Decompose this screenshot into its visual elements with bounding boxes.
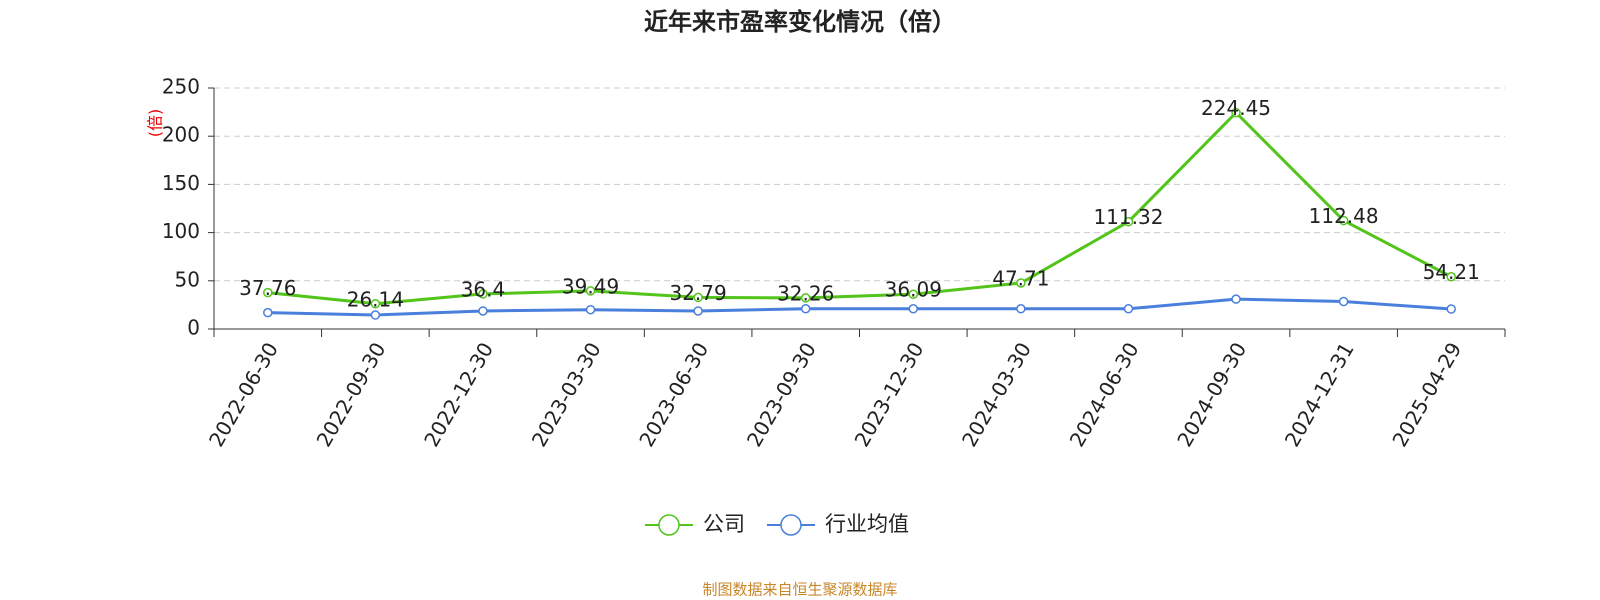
data-point	[370, 299, 381, 309]
series-line	[267, 297, 1452, 317]
legend-label: 公司	[703, 512, 745, 536]
data-point	[1338, 296, 1349, 307]
x-tick-label: 2023-12-30	[849, 338, 928, 451]
legend-marker	[658, 514, 680, 536]
data-point	[1123, 304, 1134, 314]
x-tick-label: 2025-04-29	[1387, 338, 1466, 451]
legend-marker	[780, 514, 802, 536]
data-point	[1016, 278, 1026, 288]
y-tick-label: 100	[162, 219, 200, 243]
data-label: 112.48	[1309, 204, 1379, 228]
data-label: 47.71	[992, 267, 1049, 291]
y-tick-label: 200	[162, 123, 200, 147]
y-tick-label: 250	[162, 75, 200, 99]
data-point	[693, 292, 703, 303]
y-tick-label: 150	[162, 171, 200, 195]
legend-label: 行业均值	[825, 512, 909, 536]
data-label: 26.14	[347, 287, 404, 311]
data-point	[1231, 107, 1241, 118]
data-point	[1446, 304, 1456, 314]
x-tick-label: 2022-09-30	[312, 338, 391, 451]
y-tick-label: 50	[175, 267, 200, 291]
data-point	[800, 304, 811, 314]
data-label: 36.4	[461, 277, 506, 301]
x-tick-label: 2024-06-30	[1065, 338, 1144, 451]
x-tick-label: 2024-03-30	[957, 338, 1036, 451]
data-point	[693, 306, 703, 316]
data-label: 54.21	[1423, 260, 1480, 284]
chart-title: 近年来市盈率变化情况（倍）	[644, 8, 956, 36]
x-tick-label: 2022-06-30	[204, 338, 283, 451]
data-point	[263, 287, 273, 298]
data-point	[585, 304, 596, 315]
data-label: 224.45	[1201, 96, 1271, 120]
y-tick-label: 0	[187, 316, 200, 340]
data-point	[1231, 294, 1241, 304]
data-point	[908, 289, 919, 299]
x-tick-label: 2024-12-31	[1280, 338, 1359, 451]
data-label: 37.76	[239, 276, 296, 300]
x-tick-label: 2022-12-30	[419, 338, 498, 451]
data-point	[1123, 216, 1134, 227]
x-tick-label: 2023-03-30	[527, 338, 606, 451]
data-label: 39.49	[562, 274, 619, 298]
data-point	[1338, 215, 1349, 226]
data-label: 32.26	[777, 281, 834, 305]
data-label: 36.09	[885, 278, 942, 302]
data-point	[263, 307, 273, 318]
data-point	[478, 306, 488, 316]
data-point	[800, 293, 811, 303]
x-tick-label: 2024-09-30	[1172, 338, 1251, 451]
data-point	[370, 310, 381, 320]
data-point	[585, 286, 596, 296]
data-label: 111.32	[1093, 205, 1163, 229]
source-note: 制图数据来自恒生聚源数据库	[702, 581, 897, 599]
data-point	[1016, 304, 1026, 314]
data-label: 32.79	[669, 281, 726, 305]
y-axis-label: (倍)	[146, 109, 165, 138]
data-point	[1446, 271, 1456, 282]
x-tick-label: 2023-09-30	[742, 338, 821, 451]
x-tick-label: 2023-06-30	[634, 338, 713, 451]
series-line	[267, 110, 1452, 306]
data-point	[908, 304, 919, 314]
data-point	[478, 289, 488, 299]
